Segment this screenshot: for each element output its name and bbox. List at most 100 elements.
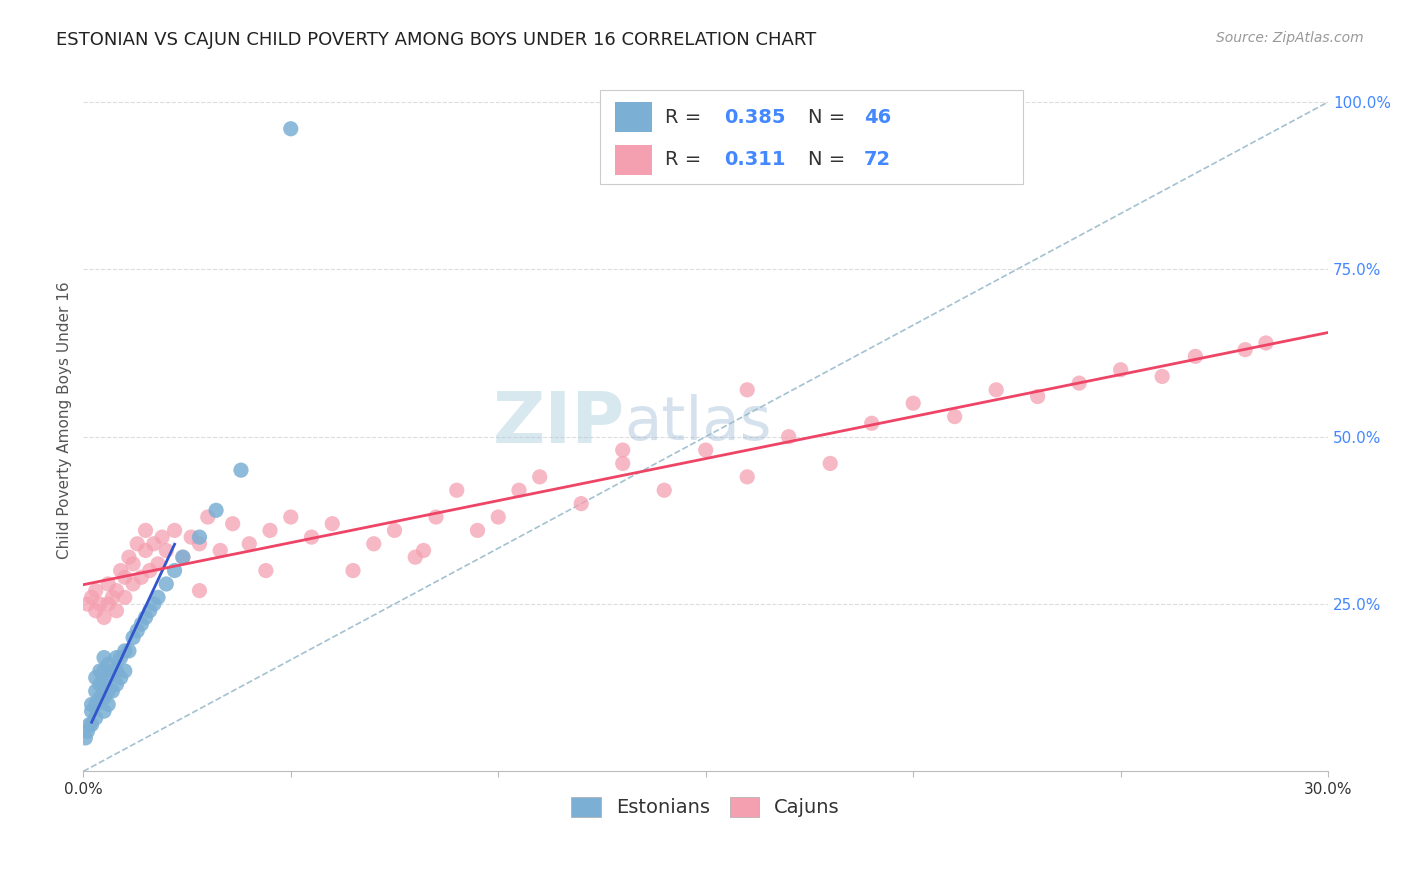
Point: [163, 524, 186, 538]
Point: [84, 698, 107, 712]
Point: [135, 524, 157, 538]
Point: [97, 671, 120, 685]
Point: [127, 624, 149, 638]
Point: [425, 510, 447, 524]
Point: [180, 530, 202, 544]
Point: [155, 577, 177, 591]
Point: [97, 577, 120, 591]
Point: [93, 650, 115, 665]
Point: [229, 463, 252, 477]
Point: [695, 443, 717, 458]
Point: [384, 524, 406, 538]
Point: [404, 550, 426, 565]
Point: [818, 457, 841, 471]
FancyBboxPatch shape: [600, 89, 1024, 185]
Point: [612, 457, 634, 471]
Point: [118, 550, 141, 565]
Text: 0.311: 0.311: [724, 151, 786, 169]
Point: [114, 644, 136, 658]
Point: [97, 657, 120, 672]
Point: [612, 443, 634, 458]
Point: [89, 677, 111, 691]
Point: [105, 650, 128, 665]
Point: [105, 664, 128, 678]
Point: [105, 677, 128, 691]
Point: [101, 684, 124, 698]
FancyBboxPatch shape: [614, 145, 652, 175]
Point: [1026, 390, 1049, 404]
Point: [122, 577, 145, 591]
Point: [84, 711, 107, 725]
Point: [150, 530, 173, 544]
Text: R =: R =: [665, 151, 713, 169]
Point: [280, 510, 302, 524]
Text: N =: N =: [808, 151, 851, 169]
Point: [105, 604, 128, 618]
Point: [569, 497, 592, 511]
Point: [238, 537, 260, 551]
Point: [93, 610, 115, 624]
Point: [1109, 363, 1132, 377]
Point: [84, 684, 107, 698]
Point: [197, 510, 219, 524]
Point: [127, 537, 149, 551]
Point: [110, 564, 132, 578]
Point: [138, 604, 160, 618]
Point: [188, 530, 211, 544]
Legend: Estonians, Cajuns: Estonians, Cajuns: [564, 789, 848, 825]
Point: [76, 724, 98, 739]
Point: [101, 664, 124, 678]
Point: [89, 597, 111, 611]
Point: [986, 383, 1008, 397]
Point: [131, 617, 153, 632]
Point: [79, 717, 101, 731]
Point: [146, 557, 169, 571]
Point: [901, 396, 924, 410]
Point: [80, 591, 103, 605]
Point: [114, 591, 136, 605]
Point: [412, 543, 434, 558]
Point: [93, 704, 115, 718]
Point: [155, 543, 177, 558]
Point: [508, 483, 530, 498]
Point: [89, 690, 111, 705]
Point: [735, 470, 758, 484]
Point: [652, 483, 675, 498]
Point: [254, 564, 277, 578]
Point: [105, 583, 128, 598]
Text: atlas: atlas: [624, 394, 772, 453]
Point: [1254, 335, 1277, 350]
Point: [80, 698, 103, 712]
Text: 72: 72: [863, 151, 891, 169]
Point: [93, 664, 115, 678]
Point: [110, 671, 132, 685]
Point: [84, 671, 107, 685]
Point: [101, 591, 124, 605]
Point: [93, 690, 115, 705]
Point: [138, 564, 160, 578]
Point: [114, 570, 136, 584]
Y-axis label: Child Poverty Among Boys Under 16: Child Poverty Among Boys Under 16: [58, 281, 72, 558]
Point: [1234, 343, 1257, 357]
Point: [97, 684, 120, 698]
Point: [122, 631, 145, 645]
Point: [142, 597, 165, 611]
Point: [860, 417, 883, 431]
FancyBboxPatch shape: [614, 103, 652, 132]
Point: [76, 597, 98, 611]
Point: [114, 664, 136, 678]
Text: ZIP: ZIP: [492, 389, 624, 458]
Text: Source: ZipAtlas.com: Source: ZipAtlas.com: [1216, 31, 1364, 45]
Point: [363, 537, 385, 551]
Point: [188, 583, 211, 598]
Text: ESTONIAN VS CAJUN CHILD POVERTY AMONG BOYS UNDER 16 CORRELATION CHART: ESTONIAN VS CAJUN CHILD POVERTY AMONG BO…: [56, 31, 817, 49]
Point: [131, 570, 153, 584]
Point: [122, 557, 145, 571]
Point: [135, 610, 157, 624]
Point: [80, 717, 103, 731]
Point: [259, 524, 281, 538]
Point: [135, 543, 157, 558]
Text: N =: N =: [808, 108, 851, 127]
Point: [446, 483, 468, 498]
Point: [467, 524, 489, 538]
